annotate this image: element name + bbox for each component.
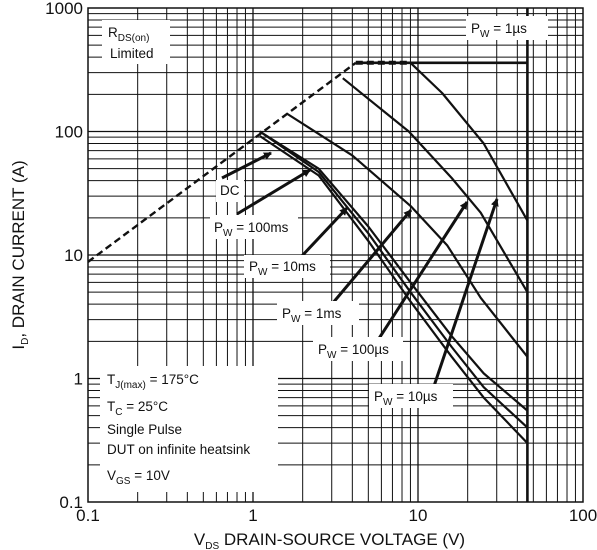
tc-annotation: TC = 25°C [107, 399, 168, 418]
y-tick-label: 0.1 [59, 493, 83, 512]
conditions-box: TJ(max) = 175°C TC = 25°C Single Pulse DUT … [100, 366, 278, 492]
rds-on-limit-line [87, 61, 357, 263]
label-background [100, 366, 278, 492]
label-background [313, 337, 403, 361]
label-background [244, 255, 330, 278]
rds-on-limited-label: RDS(on) Limited [102, 20, 170, 64]
series-labels: PW = 1µs PW = 10µs PW = 100µs PW = 1ms PW = … [210, 16, 548, 408]
label-arrow [298, 206, 349, 260]
label-background [277, 301, 359, 325]
pw-100us-curve [342, 77, 529, 293]
single-pulse-annotation: Single Pulse [107, 422, 182, 437]
y-tick-label: 1 [74, 370, 83, 389]
x-tick-label: 1 [248, 506, 257, 525]
x-tick-label: 0.1 [76, 506, 100, 525]
y-tick-label: 100 [55, 123, 83, 142]
x-tick-label: 10 [409, 506, 428, 525]
dc-curve [259, 135, 529, 444]
label-arrow [430, 198, 499, 393]
label-arrow [376, 201, 469, 341]
pw-1ms-label: PW = 1ms [282, 306, 342, 325]
pw-100us-label: PW = 100µs [318, 342, 389, 361]
x-axis-label: VDS DRAIN-SOURCE VOLTAGE (V) [194, 530, 465, 550]
heatsink-annotation: DUT on infinite heatsink [107, 442, 250, 457]
y-axis-label: ID, DRAIN CURRENT (A) [9, 160, 31, 349]
x-tick-label: 100 [569, 506, 597, 525]
label-background [102, 20, 170, 64]
label-background [466, 16, 548, 40]
y-tick-label: 1000 [45, 0, 83, 18]
limited-label: Limited [110, 46, 154, 61]
series-lines [87, 8, 529, 502]
pw-10us-label: PW = 10µs [374, 389, 438, 408]
pw-10us-curve [409, 62, 529, 222]
label-background [216, 180, 244, 202]
label-background [369, 384, 453, 408]
tick-labels: 0.1 1 10 100 0.1 1 10 100 1000 [45, 0, 597, 525]
tj-max-annotation: TJ(max) = 175°C [107, 372, 199, 391]
rds-on-label: RDS(on) [108, 25, 149, 44]
pw-10ms-curve [259, 130, 529, 412]
label-arrow [330, 209, 413, 305]
pw-1us-label: PW = 1µs [471, 21, 527, 40]
dc-label: DC [220, 183, 240, 198]
pw-1ms-curve [286, 112, 529, 358]
label-arrow [221, 151, 272, 180]
plot-frame [87, 7, 584, 503]
vgs-annotation: VGS = 10V [107, 468, 170, 487]
pw-10ms-label: PW = 10ms [249, 259, 316, 278]
pw-100ms-label: PW = 100ms [214, 220, 289, 239]
y-tick-label: 10 [64, 246, 83, 265]
label-arrow [236, 168, 311, 216]
label-background [210, 215, 298, 239]
